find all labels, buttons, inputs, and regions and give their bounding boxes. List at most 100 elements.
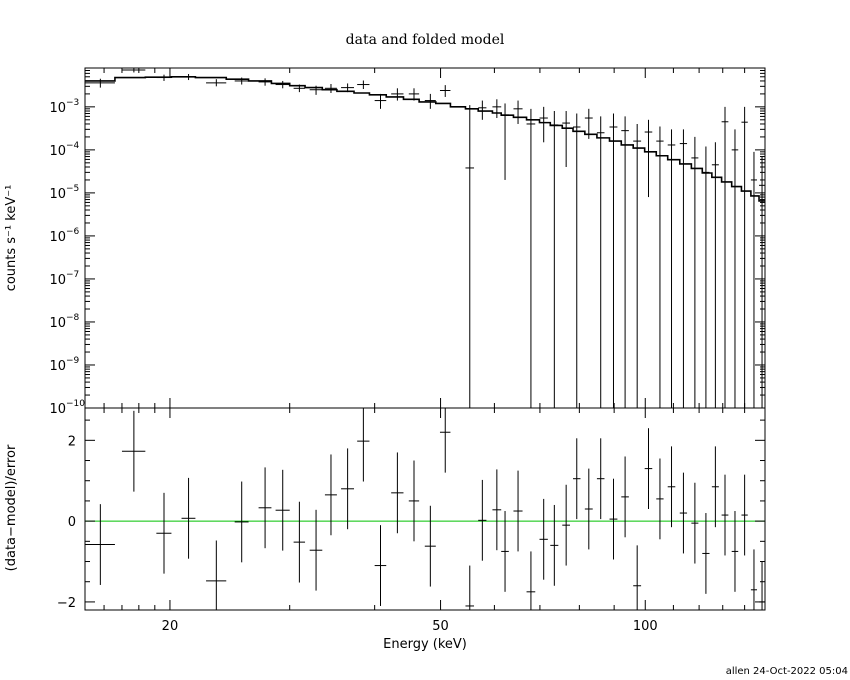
footer-timestamp: allen 24-Oct-2022 05:04: [726, 666, 848, 677]
spectrum-frame: [84, 67, 766, 409]
data-points: [85, 67, 765, 408]
model-curve: [85, 75, 765, 202]
residual-point: [258, 467, 272, 549]
data-point: [621, 116, 629, 408]
x-axis-label: Energy (keV): [383, 637, 467, 652]
residuals-x-ticks: 20 50 100: [84, 408, 766, 634]
residual-point: [573, 438, 581, 520]
data-point: [258, 78, 272, 86]
residual-point: [391, 452, 404, 534]
residual-point: [293, 501, 306, 583]
data-point: [181, 74, 196, 81]
residual-point: [424, 505, 436, 587]
data-point: [374, 93, 387, 109]
data-point: [691, 136, 699, 408]
y-tick-exponent: −10: [66, 399, 85, 409]
residual-point: [609, 478, 618, 560]
data-point: [759, 156, 765, 408]
data-point: [741, 106, 748, 408]
residuals-frame: [84, 407, 766, 611]
y-tick-label: 10: [49, 359, 66, 374]
residual-point: [181, 477, 196, 559]
x-tick-label: 100: [633, 619, 658, 634]
data-point: [478, 100, 487, 120]
residual-point: [478, 479, 487, 561]
data-point: [275, 80, 290, 89]
residual-point: [234, 481, 249, 563]
y-tick-exponent: −8: [66, 313, 80, 323]
data-point: [609, 113, 618, 408]
residual-point: [679, 472, 688, 554]
residual-point: [562, 484, 570, 566]
data-point: [679, 129, 688, 408]
y-tick-exponent: −5: [66, 184, 79, 194]
residual-point: [644, 428, 653, 509]
y-tick-label: 10: [49, 187, 66, 202]
residual-point: [741, 474, 748, 556]
residual-points: [85, 408, 765, 610]
residual-point: [667, 446, 676, 528]
model-step-line: [85, 75, 765, 202]
y-tick-label: 10: [49, 101, 66, 116]
residual-point: [702, 513, 710, 594]
y-tick-exponent: −9: [66, 356, 80, 366]
data-point: [550, 111, 559, 408]
residual-point: [374, 525, 387, 606]
data-point: [596, 116, 605, 408]
residual-point: [465, 565, 475, 610]
residuals-panel: −2 0 2 20 50 100 (data−model)/error Energy (…: [4, 407, 766, 652]
y-tick-label: 10: [49, 230, 66, 245]
y-tick-exponent: −3: [66, 98, 79, 108]
data-point: [309, 85, 323, 95]
residual-point: [711, 446, 719, 528]
residual-point: [596, 438, 605, 520]
data-point: [644, 119, 653, 198]
residual-point: [633, 545, 642, 610]
data-point: [573, 113, 581, 408]
data-point: [492, 99, 502, 119]
y-tick-exponent: −4: [66, 141, 80, 151]
residual-point: [621, 456, 629, 538]
data-point: [234, 77, 249, 85]
y-tick-exponent: −6: [66, 227, 80, 237]
data-point: [391, 88, 404, 101]
residual-point: [341, 448, 355, 530]
data-point: [85, 78, 115, 88]
data-point: [721, 106, 729, 408]
residual-point: [750, 549, 758, 610]
data-point: [539, 106, 548, 143]
residual-point: [408, 460, 420, 542]
data-point: [633, 123, 642, 408]
data-point: [341, 83, 355, 93]
data-point: [562, 111, 570, 167]
residuals-y-axis-label: (data−model)/error: [4, 444, 19, 571]
residual-point: [759, 561, 765, 610]
data-point: [424, 93, 436, 109]
data-point: [465, 105, 475, 408]
residual-point: [85, 504, 115, 585]
data-point: [656, 126, 664, 408]
data-point: [408, 88, 420, 101]
data-point: [156, 74, 172, 81]
data-point: [667, 129, 676, 408]
x-tick-label: 20: [162, 619, 179, 634]
y-tick-label: 10: [49, 144, 66, 159]
data-point: [501, 103, 509, 180]
chart-title: data and folded model: [346, 32, 505, 48]
residual-point: [275, 469, 290, 551]
spectrum-y-axis-label: counts s⁻¹ keV⁻¹: [4, 185, 19, 292]
residual-point: [731, 511, 739, 592]
data-point: [324, 83, 337, 93]
data-point: [513, 100, 523, 124]
x-tick-label: 50: [432, 619, 449, 634]
residual-point: [324, 454, 337, 536]
residual-point: [656, 458, 664, 540]
residual-point: [156, 492, 172, 574]
y-tick-label: 10: [49, 402, 66, 417]
residual-point: [526, 551, 536, 610]
data-point: [526, 108, 536, 408]
y-tick-label: −2: [57, 596, 76, 611]
y-tick-label: 10: [49, 316, 66, 331]
